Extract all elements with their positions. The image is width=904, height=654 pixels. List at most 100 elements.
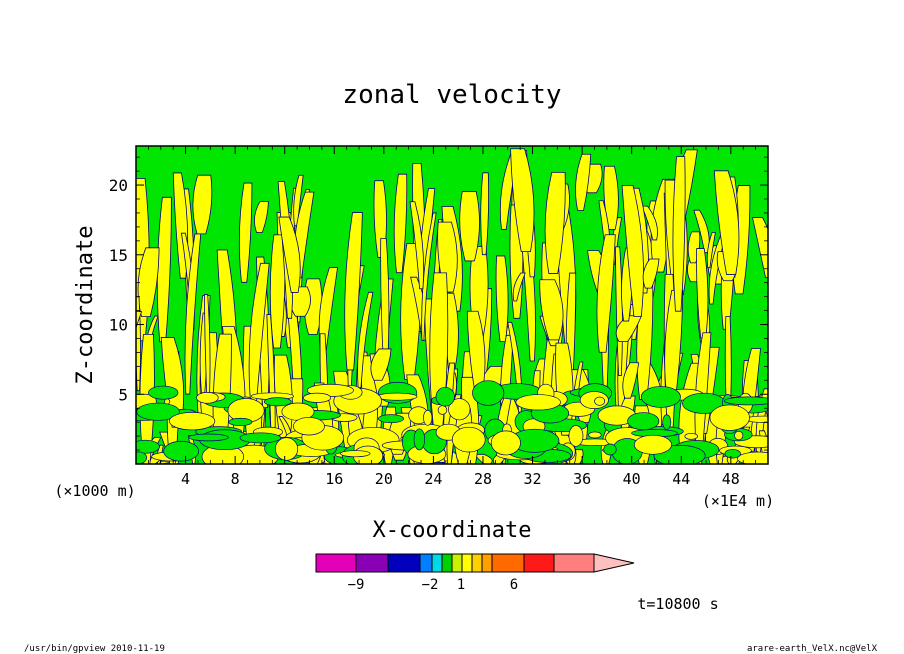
surface-cell — [744, 415, 768, 423]
footer-left: /usr/bin/gpview 2010-11-19 — [24, 644, 165, 654]
surface-cell — [588, 431, 602, 439]
surface-cell — [594, 396, 606, 406]
surface-cell — [435, 386, 455, 407]
x-tick-label: 12 — [276, 470, 294, 488]
surface-cell — [239, 432, 282, 444]
velocity-streak — [184, 233, 202, 395]
surface-cell — [448, 398, 471, 421]
velocity-streak — [254, 201, 269, 233]
y-tick-label: 20 — [109, 176, 128, 195]
velocity-streak — [544, 172, 566, 274]
velocity-streak — [421, 212, 437, 341]
surface-cell — [340, 450, 371, 458]
surface-cell — [136, 439, 160, 454]
colorbar-segment — [461, 553, 473, 573]
colorbar-segment — [491, 553, 525, 573]
colorbar-segment — [387, 553, 421, 573]
colorbar-segment — [481, 553, 493, 573]
colorbar-label: −9 — [348, 577, 365, 593]
x-tick-label: 24 — [424, 470, 442, 488]
surface-cell — [724, 448, 741, 459]
colorbar-segment — [431, 553, 443, 573]
surface-cell — [413, 428, 426, 451]
x-tick-label: 44 — [672, 470, 690, 488]
velocity-streak — [137, 247, 160, 318]
colorbar-segment — [355, 553, 389, 573]
surface-cell — [263, 397, 292, 407]
velocity-streak — [409, 201, 425, 290]
x-tick-label: 36 — [573, 470, 591, 488]
surface-cell — [662, 414, 672, 430]
y-axis-label: Z-coordinate — [73, 226, 98, 385]
surface-cell — [136, 451, 148, 464]
velocity-streak — [512, 272, 526, 302]
surface-cell — [274, 437, 299, 461]
x-tick-label: 48 — [722, 470, 740, 488]
velocity-streak — [641, 205, 658, 241]
velocity-streak — [575, 153, 592, 211]
velocity-streak — [615, 315, 643, 342]
x-tick-label: 4 — [181, 470, 190, 488]
surface-cell — [640, 386, 681, 408]
colorbar-segment — [315, 553, 357, 573]
velocity-streak — [510, 148, 535, 253]
velocity-streak — [393, 173, 408, 274]
x-tick-label: 8 — [231, 470, 240, 488]
velocity-streak — [136, 311, 143, 330]
surface-cell — [423, 409, 433, 426]
surface-cell — [472, 380, 505, 406]
footer-right: arare-earth_VelX.nc@VelX — [747, 644, 878, 654]
surface-cell — [377, 414, 405, 424]
surface-cell — [568, 425, 584, 447]
surface-cell — [603, 443, 617, 456]
surface-cell — [188, 433, 229, 442]
colorbar-segment — [471, 553, 483, 573]
velocity-streak — [266, 314, 276, 464]
plot-frame — [135, 145, 769, 465]
surface-cell — [734, 430, 744, 441]
surface-cell — [633, 434, 672, 455]
x-unit-right: (×1E4 m) — [702, 492, 774, 510]
colorbar-segment — [419, 553, 433, 573]
velocity-streak — [344, 212, 363, 371]
surface-cell — [490, 430, 521, 456]
y-tick-label: 5 — [118, 385, 128, 404]
velocity-streak — [370, 348, 392, 381]
colorbar-segment — [553, 553, 595, 573]
velocity-streak — [596, 234, 616, 353]
colorbar: −9 −2 1 6 — [315, 553, 635, 593]
x-axis: 4 8 12 16 20 24 28 32 36 40 44 48 — [147, 146, 757, 488]
velocity-streak — [621, 184, 644, 317]
colorbar-label: 6 — [510, 577, 518, 593]
surface-cell — [684, 432, 698, 440]
x-tick-label: 32 — [524, 470, 542, 488]
y-axis: 5 10 15 20 — [109, 156, 768, 451]
velocity-streak — [238, 182, 253, 283]
velocity-streak — [622, 362, 640, 399]
time-label: t=10800 s — [637, 595, 718, 613]
y-tick-label: 15 — [109, 246, 128, 265]
chart-title: zonal velocity — [342, 80, 561, 110]
velocity-streak — [539, 279, 564, 341]
colorbar-label: −2 — [422, 577, 439, 593]
colorbar-segment — [523, 553, 555, 573]
surface-cell — [148, 385, 179, 400]
colorbar-label: 1 — [457, 577, 465, 593]
velocity-field — [136, 146, 768, 464]
surface-cell — [163, 440, 199, 462]
surface-cell — [303, 392, 332, 403]
surface-cell — [169, 412, 216, 431]
surface-cell — [709, 404, 750, 431]
surface-cell — [196, 391, 219, 404]
surface-cell — [723, 396, 768, 406]
velocity-streak — [192, 174, 213, 235]
velocity-streak — [672, 156, 686, 312]
surface-cell — [737, 451, 768, 464]
surface-cell — [515, 394, 561, 411]
surface-cell — [376, 392, 418, 401]
colorbar-segment — [441, 553, 453, 573]
colorbar-segment — [451, 553, 463, 573]
x-tick-label: 20 — [375, 470, 393, 488]
velocity-streak — [642, 258, 660, 289]
